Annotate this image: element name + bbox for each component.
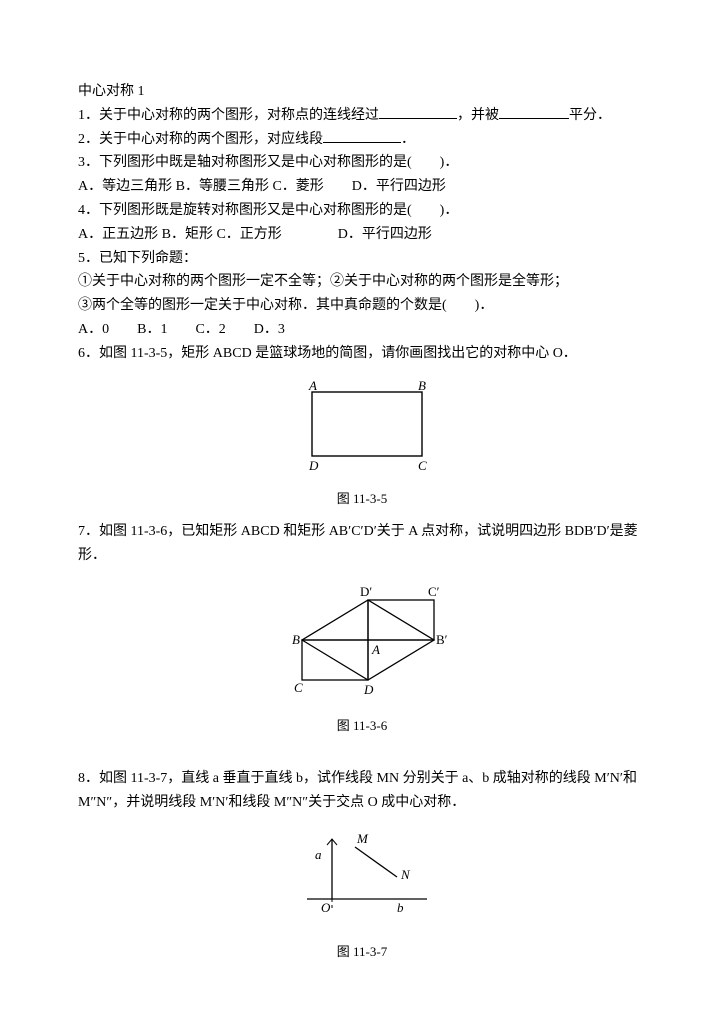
page-title: 中心对称 1 — [78, 80, 646, 104]
q5-line2: ①关于中心对称的两个图形一定不全等；②关于中心对称的两个图形是全等形； — [78, 270, 646, 294]
label-C7: C — [294, 680, 303, 695]
q5-options: A．0 B．1 C．2 D．3 — [78, 318, 646, 342]
label-Cp7: C′ — [428, 584, 440, 599]
figure-11-3-5: A B C D 图 11-3-5 — [78, 380, 646, 511]
rect-abcd-svg: A B C D — [282, 380, 442, 476]
q2-blank — [323, 128, 401, 143]
label-C: C — [418, 458, 427, 473]
q5-line3: ③两个全等的图形一定关于中心对称．其中真命题的个数是( )． — [78, 294, 646, 318]
label-D7: D — [363, 682, 374, 697]
rhombus-svg: B C D A B′ C′ D′ — [262, 582, 462, 702]
label-A: A — [308, 380, 317, 393]
q8-text: 8．如图 11-3-7，直线 a 垂直于直线 b，试作线段 MN 分别关于 a、… — [78, 767, 646, 815]
q4-stem: 4．下列图形既是旋转对称图形又是中心对称图形的是( )． — [78, 199, 646, 223]
q2-text-b: ． — [401, 132, 415, 147]
q1-text-c: 平分． — [569, 108, 611, 123]
label-O8: O — [321, 900, 331, 915]
label-M8: M — [356, 831, 369, 846]
q1-text-b: ，并被 — [457, 108, 499, 123]
label-Dp7: D′ — [360, 584, 372, 599]
label-D: D — [308, 458, 319, 473]
q5-stem: 5．已知下列命题： — [78, 247, 646, 271]
label-B7: B — [292, 632, 300, 647]
q1-blank2 — [499, 104, 569, 119]
q6-text: 6．如图 11-3-5，矩形 ABCD 是篮球场地的简图，请你画图找出它的对称中… — [78, 342, 646, 366]
q1-blank1 — [379, 104, 457, 119]
figure-11-3-7: a b O M N 图 11-3-7 — [78, 829, 646, 964]
q7-text: 7．如图 11-3-6，已知矩形 ABCD 和矩形 AB′C′D′关于 A 点对… — [78, 520, 646, 568]
q4-options: A．正五边形 B．矩形 C．正方形 D．平行四边形 — [78, 223, 646, 247]
label-a8: a — [315, 847, 322, 862]
spacer — [78, 747, 646, 767]
label-b8: b — [397, 900, 404, 915]
q3-options: A．等边三角形 B．等腰三角形 C．菱形 D．平行四边形 — [78, 175, 646, 199]
q1: 1．关于中心对称的两个图形，对称点的连线经过 ，并被 平分． — [78, 104, 646, 128]
label-N8: N — [400, 867, 411, 882]
label-A7: A — [371, 642, 380, 657]
caption-11-3-5: 图 11-3-5 — [78, 488, 646, 510]
caption-11-3-6: 图 11-3-6 — [78, 715, 646, 737]
figure-11-3-6: B C D A B′ C′ D′ 图 11-3-6 — [78, 582, 646, 737]
q2-text-a: 2．关于中心对称的两个图形，对应线段 — [78, 132, 323, 147]
q1-text-a: 1．关于中心对称的两个图形，对称点的连线经过 — [78, 108, 379, 123]
q3-stem: 3．下列图形中既是轴对称图形又是中心对称图形的是( )． — [78, 151, 646, 175]
label-Bp7: B′ — [436, 632, 448, 647]
label-B: B — [418, 380, 426, 393]
worksheet-page: 中心对称 1 1．关于中心对称的两个图形，对称点的连线经过 ，并被 平分． 2．关于… — [0, 0, 724, 1013]
caption-11-3-7: 图 11-3-7 — [78, 941, 646, 963]
q2: 2．关于中心对称的两个图形，对应线段 ． — [78, 128, 646, 152]
perp-lines-svg: a b O M N — [277, 829, 447, 919]
